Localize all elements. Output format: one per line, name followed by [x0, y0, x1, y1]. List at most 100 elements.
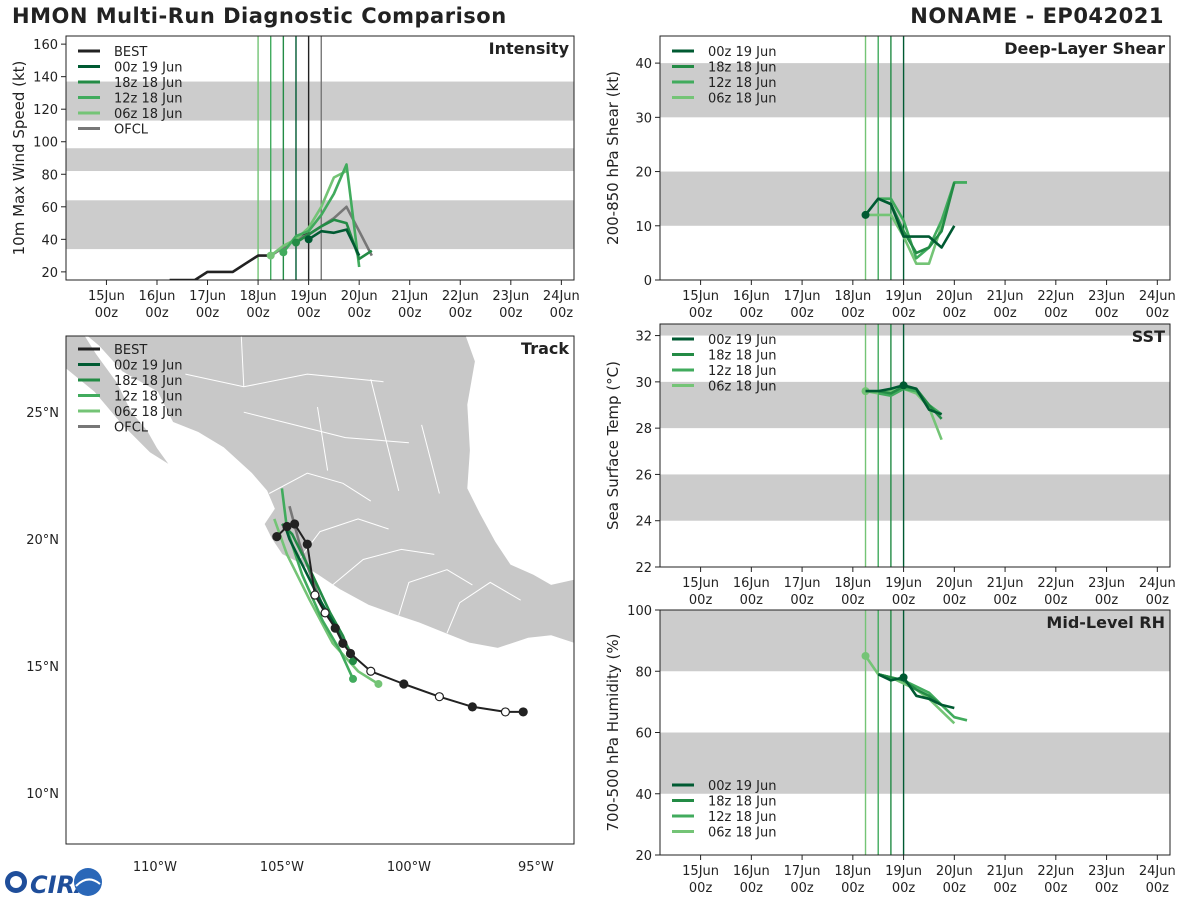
rh-legend-label: 18z 18 Jun	[708, 795, 777, 810]
rh-xtick-hour: 00z	[1095, 881, 1119, 896]
sst-xtick-day: 15Jun	[682, 576, 719, 591]
cira-logo: CIRA	[5, 868, 102, 899]
best-track-point	[272, 532, 282, 542]
rh-legend-label: 00z 19 Jun	[708, 779, 777, 794]
shear-xtick-hour: 00z	[1095, 306, 1119, 321]
shear-legend-label: 12z 18 Jun	[708, 76, 777, 91]
sst-xtick-day: 22Jun	[1037, 576, 1074, 591]
best-track-point	[500, 707, 511, 717]
shear-xtick-hour: 00z	[1044, 306, 1068, 321]
rh-ytick-label: 100	[627, 604, 652, 619]
rh-marker-run_00z19	[899, 673, 908, 682]
intensity-xtick-day: 22Jun	[442, 289, 479, 304]
intensity-legend-label: OFCL	[114, 123, 149, 138]
shear-xtick-day: 17Jun	[784, 289, 821, 304]
intensity-legend-label: 00z 19 Jun	[114, 61, 183, 76]
shear-ytick-label: 20	[635, 166, 652, 181]
shear-xtick-day: 18Jun	[834, 289, 871, 304]
sst-title: SST	[1132, 327, 1165, 346]
state-boundary	[446, 581, 521, 634]
intensity-xtick-day: 16Jun	[139, 289, 176, 304]
intensity-ytick-label: 40	[41, 233, 58, 248]
sst-ytick-label: 28	[635, 422, 652, 437]
intensity-xtick-hour: 00z	[550, 306, 574, 321]
sst-xtick-hour: 00z	[689, 593, 713, 608]
rh-xtick-hour: 00z	[740, 881, 764, 896]
sst-ytick-label: 24	[635, 515, 652, 530]
rh-title: Mid-Level RH	[1046, 613, 1165, 632]
sst-xtick-hour: 00z	[1146, 593, 1170, 608]
intensity-panel: 20 40 60 80 100 120 140 160 15Jun 00z 16Jun 00z 17Ju…	[10, 35, 580, 321]
intensity-ytick-label: 80	[41, 168, 58, 183]
state-boundary	[185, 373, 384, 388]
intensity-xtick-hour: 00z	[347, 306, 371, 321]
track-panel: 110°W 105°W 100°W 95°W 10°N 15°N 20°N 25°N Track…	[26, 335, 575, 875]
track-legend-label: 12z 18 Jun	[114, 390, 183, 405]
shear-marker-run_00z19	[861, 210, 870, 219]
best-track-point	[282, 521, 292, 532]
best-track-point	[434, 692, 444, 702]
intensity-xtick-hour: 00z	[145, 306, 169, 321]
shear-xtick-day: 19Jun	[885, 289, 922, 304]
rh-ylabel: 700-500 hPa Humidity (%)	[604, 633, 622, 831]
intensity-frame	[65, 35, 575, 281]
rh-ytick-label: 40	[635, 788, 652, 803]
rh-xtick-hour: 00z	[892, 881, 916, 896]
rh-marker-run_06z18	[861, 651, 870, 660]
state-boundary	[398, 569, 473, 616]
shear-ytick-label: 30	[635, 111, 652, 126]
storm-name: NONAME - EP042021	[910, 4, 1164, 28]
intensity-marker-run_06z18	[266, 251, 275, 260]
sst-xtick-hour: 00z	[943, 593, 967, 608]
shear-band	[660, 63, 1170, 118]
intensity-xtick-day: 21Jun	[391, 289, 428, 304]
sst-xtick-hour: 00z	[841, 593, 865, 608]
shear-ytick-label: 10	[635, 220, 652, 235]
shear-xtick-day: 22Jun	[1037, 289, 1074, 304]
best-track-point	[290, 519, 300, 529]
track-start-run_06z18	[374, 679, 383, 688]
track-ytick-label: 25°N	[26, 406, 59, 421]
state-boundary	[243, 411, 409, 444]
best-track-point	[302, 539, 312, 549]
rh-xtick-hour: 00z	[841, 881, 865, 896]
intensity-series-run_06z18	[269, 169, 348, 257]
shear-xtick-hour: 00z	[790, 306, 814, 321]
track-legend-label: 06z 18 Jun	[114, 405, 183, 420]
sst-legend-label: 18z 18 Jun	[708, 349, 777, 364]
intensity-ytick-label: 120	[33, 103, 58, 118]
gulf-of-mexico	[465, 336, 574, 585]
intensity-xtick-hour: 00z	[297, 306, 321, 321]
intensity-series-run_00z19	[307, 228, 361, 257]
intensity-xtick-hour: 00z	[246, 306, 270, 321]
rh-xtick-day: 19Jun	[885, 864, 922, 879]
intensity-xtick-hour: 00z	[95, 306, 119, 321]
sst-xtick-hour: 00z	[892, 593, 916, 608]
intensity-xtick-day: 19Jun	[290, 289, 327, 304]
track-start-run_18z18	[349, 657, 358, 666]
sst-xtick-day: 20Jun	[936, 576, 973, 591]
shear-band	[660, 171, 1170, 226]
sst-band	[660, 474, 1170, 521]
rh-legend-label: 06z 18 Jun	[708, 826, 777, 841]
sst-xtick-day: 24Jun	[1139, 576, 1176, 591]
intensity-xtick-day: 15Jun	[88, 289, 125, 304]
state-boundary	[421, 424, 440, 494]
rh-panel: 20 40 60 80 100 15Jun 00z 16Jun 00z 17Jun 00z 18Jun…	[604, 604, 1176, 896]
intensity-plot-area	[66, 36, 574, 280]
track-xtick-label: 95°W	[518, 860, 554, 875]
intensity-xtick-hour: 00z	[398, 306, 422, 321]
sst-xtick-day: 23Jun	[1088, 576, 1125, 591]
sst-band	[660, 324, 1170, 336]
intensity-series-run_18z18	[295, 218, 373, 261]
best-track-point	[320, 608, 330, 618]
shear-xtick-day: 15Jun	[682, 289, 719, 304]
rh-ytick-label: 60	[635, 727, 652, 742]
rh-xtick-day: 23Jun	[1088, 864, 1125, 879]
shear-legend-label: 00z 19 Jun	[708, 45, 777, 60]
sst-legend-label: 00z 19 Jun	[708, 333, 777, 348]
shear-legend-label: 18z 18 Jun	[708, 61, 777, 76]
rh-xtick-hour: 00z	[790, 881, 814, 896]
rh-xtick-hour: 00z	[1044, 881, 1068, 896]
